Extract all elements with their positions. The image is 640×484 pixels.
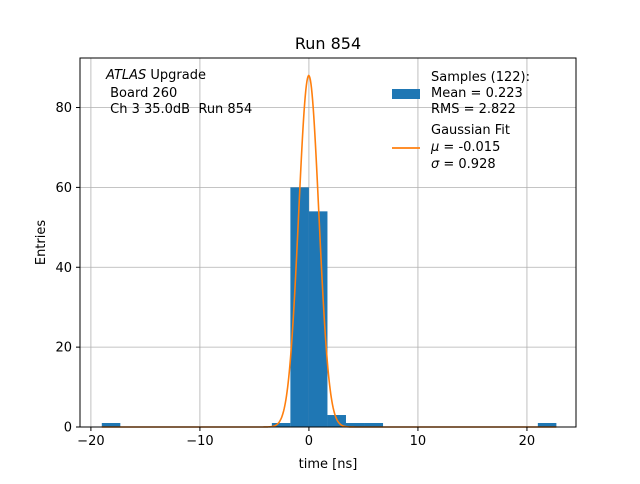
legend-fit-sigma: σ = 0.928 [431,157,496,172]
annotation-experiment: ATLAS [105,68,146,83]
y-axis-label: Entries [34,220,49,266]
legend-fit-label-1: Gaussian Fit [431,123,510,138]
chart-title: Run 854 [295,34,361,53]
legend-histogram-label-3: RMS = 2.822 [431,102,516,117]
legend: Samples (122): Mean = 0.223 RMS = 2.822 … [392,70,530,172]
histogram-bar [364,423,384,427]
legend-histogram-label-1: Samples (122): [431,70,530,85]
x-tick-label: −20 [77,434,104,449]
legend-mu-value: = -0.015 [439,140,500,155]
legend-histogram-swatch [392,89,420,99]
histogram-bar [290,187,309,427]
annotation-line-1: ATLAS Upgrade [105,68,206,83]
histogram-bar [345,423,365,427]
y-tick-label: 0 [64,421,72,436]
y-tick-label: 40 [55,261,72,276]
x-axis-label: time [ns] [299,457,358,472]
y-tick-label: 60 [55,181,72,196]
y-tick-label: 80 [55,101,72,116]
atlas-annotation: ATLAS Upgrade Board 260 Ch 3 35.0dB Run … [105,68,252,117]
legend-mu-symbol: μ [430,140,439,155]
y-axis-ticks: 0 20 40 60 80 [55,101,80,436]
legend-sigma-symbol: σ [431,157,440,172]
histogram-bar [537,423,557,427]
plot-frame [79,57,577,428]
annotation-line-3: Ch 3 35.0dB Run 854 [106,102,252,117]
legend-fit-mu: μ = -0.015 [430,140,500,155]
x-tick-label: 0 [305,434,313,449]
annotation-experiment-suffix: Upgrade [146,68,206,83]
x-tick-label: 20 [519,434,536,449]
y-tick-label: 20 [55,341,72,356]
histogram-bars [101,187,557,427]
x-tick-label: −10 [186,434,213,449]
legend-sigma-value: = 0.928 [439,157,495,172]
histogram-bar [271,423,291,427]
x-tick-label: 10 [410,434,427,449]
histogram-bar [101,423,121,427]
x-axis-ticks: −20 −10 0 10 20 [77,427,535,449]
annotation-line-2: Board 260 [106,86,177,101]
histogram-bar [308,211,328,427]
legend-histogram-label-2: Mean = 0.223 [431,86,523,101]
